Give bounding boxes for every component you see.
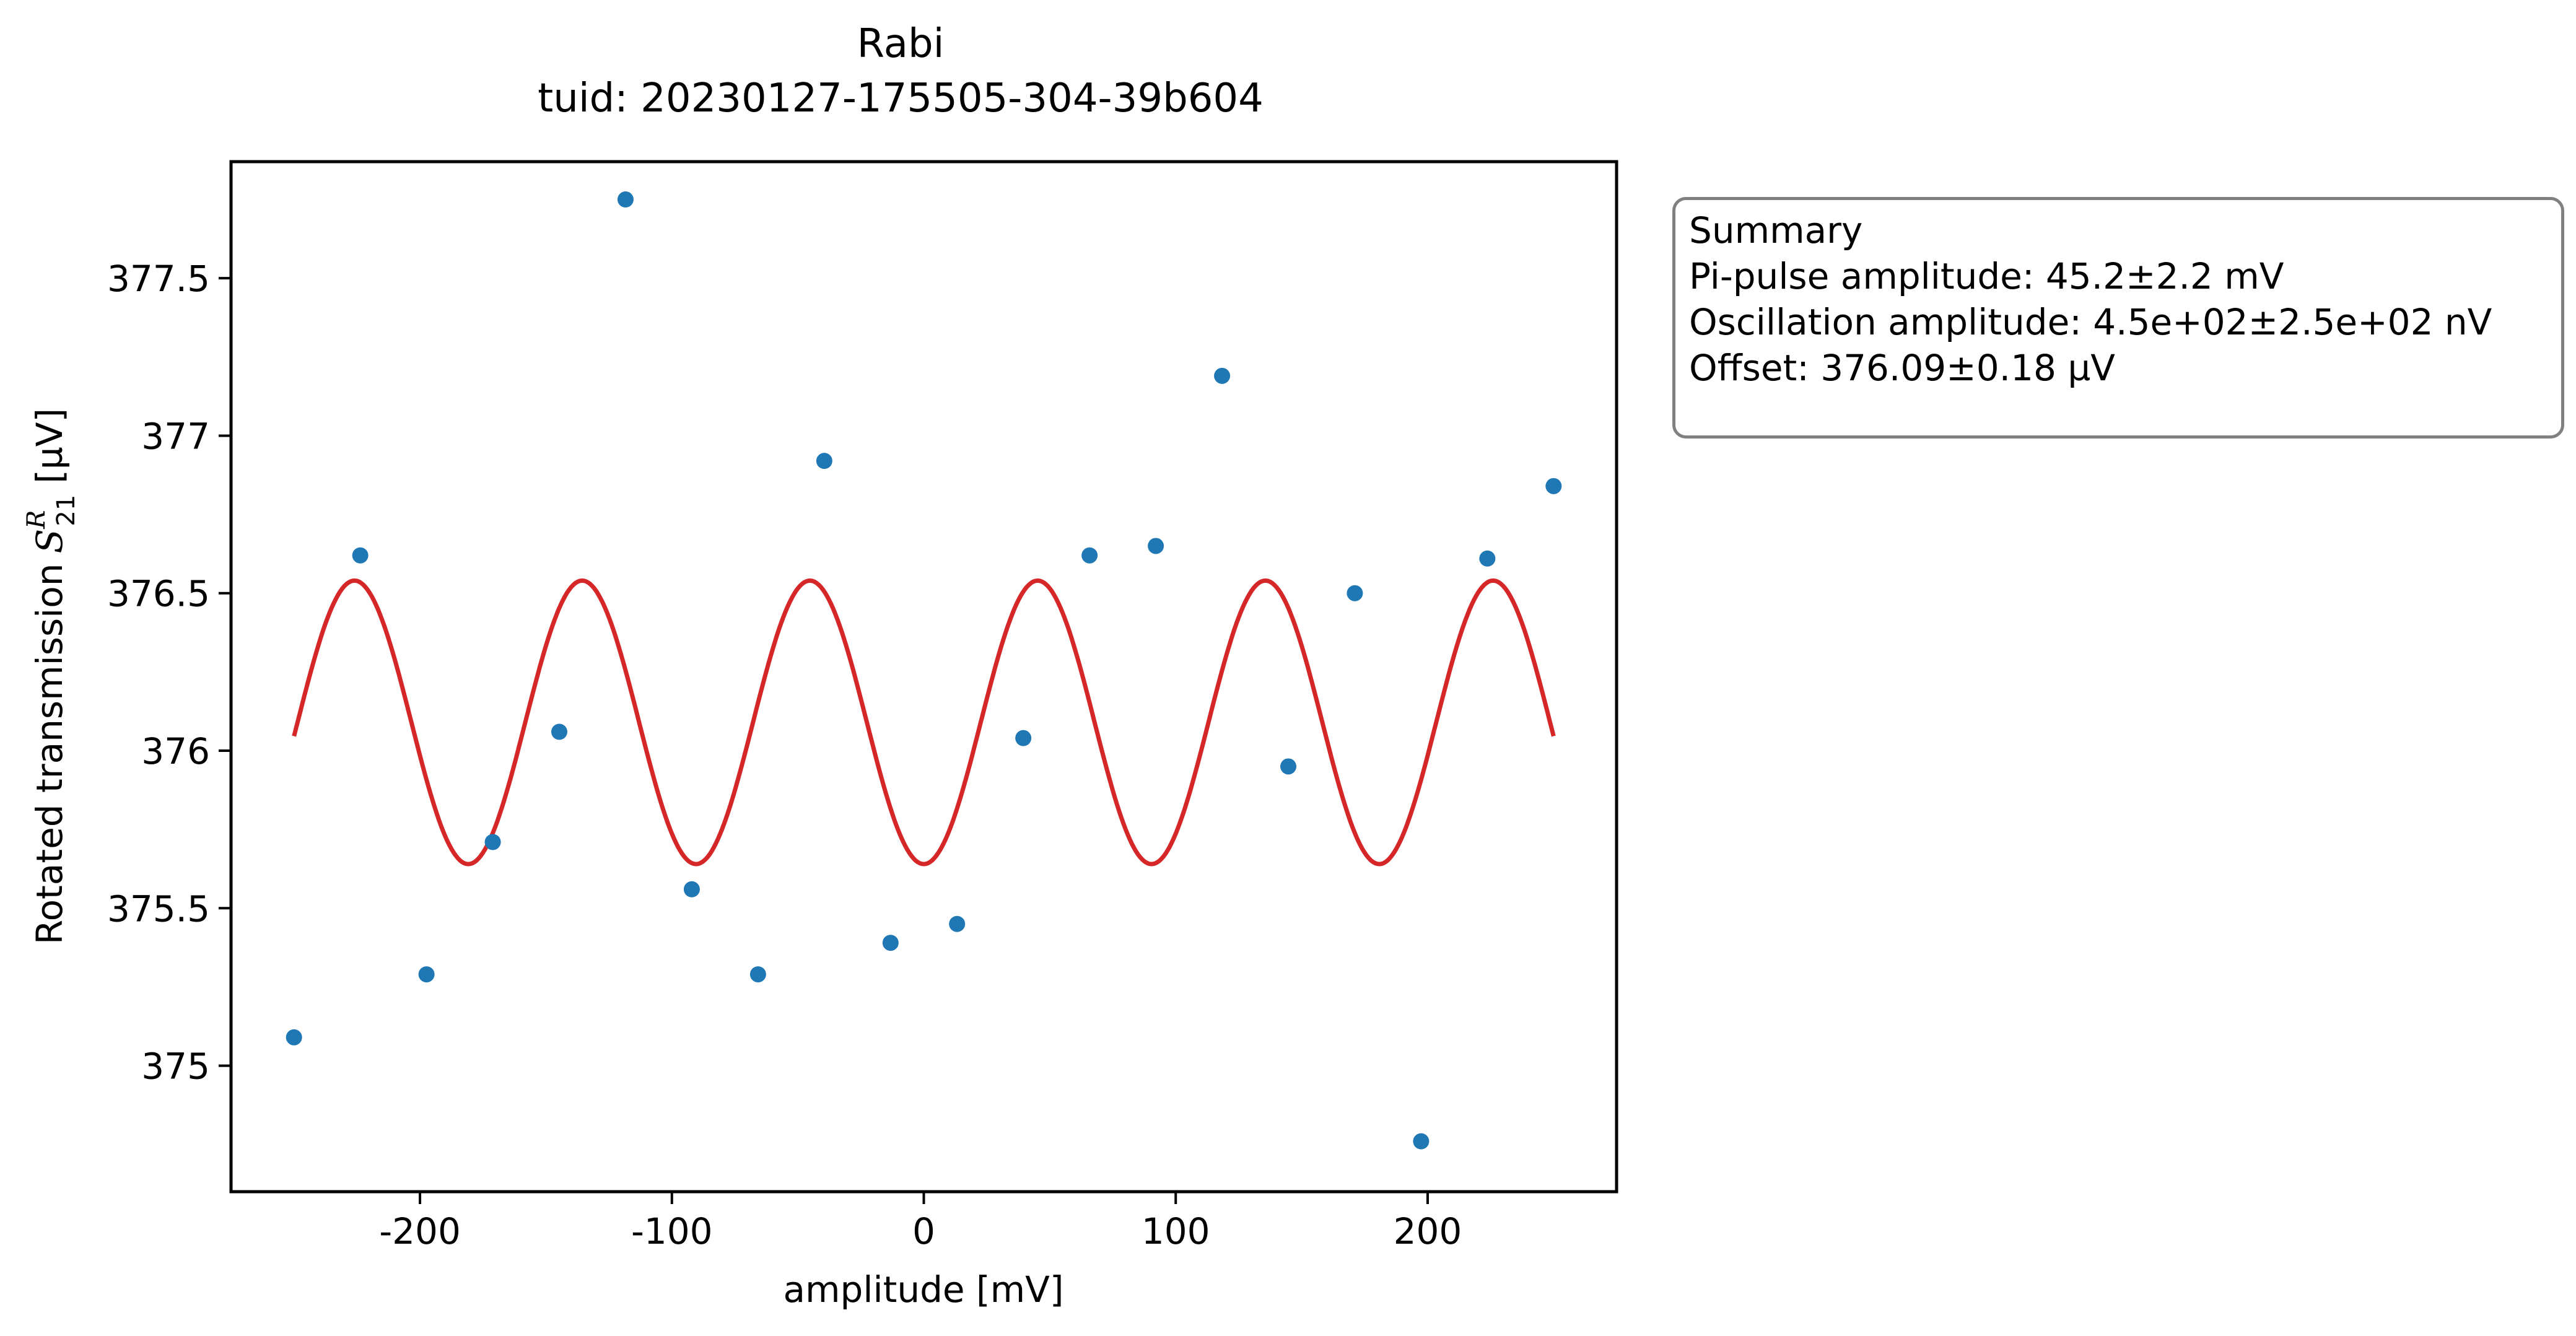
summary-heading: Summary	[1689, 209, 1863, 251]
y-tick-label: 376	[141, 730, 210, 772]
y-axis-label-symbol: S	[28, 529, 71, 554]
axes-frame	[229, 160, 1618, 1194]
data-point	[1214, 367, 1231, 384]
x-tick-label: 100	[1142, 1210, 1210, 1252]
data-point	[1081, 547, 1098, 564]
data-point	[484, 834, 501, 850]
data-point	[882, 935, 899, 951]
data-point	[1148, 538, 1164, 554]
y-axis-label-subscript: 21	[52, 495, 81, 526]
y-tick-label: 377.5	[107, 258, 210, 300]
data-point	[1347, 585, 1363, 601]
data-point	[683, 881, 700, 897]
x-tick-label: 0	[912, 1210, 935, 1252]
y-tick-label: 375.5	[107, 888, 210, 930]
y-tick-label: 377	[141, 415, 210, 457]
x-tick-label: -100	[631, 1210, 713, 1252]
data-point	[617, 191, 634, 208]
chart-subtitle: tuid: 20230127-175505-304-39b604	[538, 76, 1264, 121]
summary-offset: Offset: 376.09±0.18 µV	[1689, 347, 2115, 389]
y-axis-label: Rotated transmission SR21 [µV]	[22, 408, 81, 945]
data-point	[418, 966, 435, 983]
chart-title: Rabi	[857, 21, 945, 67]
data-point	[749, 966, 766, 983]
data-point	[1015, 730, 1032, 746]
y-axis-label-superscript: R	[22, 510, 51, 530]
data-point	[949, 915, 966, 932]
data-point	[286, 1029, 302, 1046]
data-point	[1280, 758, 1297, 775]
data-point	[816, 453, 832, 469]
plot-area	[286, 191, 1562, 1150]
y-axis-label-text: Rotated transmission	[28, 563, 71, 945]
fit-curve	[292, 578, 1556, 867]
axis-ticks: -200 -100 0 100 200 375 375.5 376 376.5 377 377.5	[107, 258, 1462, 1252]
data-point	[551, 723, 567, 740]
data-point	[1479, 550, 1496, 567]
y-axis-label-unit: [µV]	[28, 408, 71, 484]
x-tick-label: 200	[1394, 1210, 1462, 1252]
data-point	[352, 547, 369, 564]
data-point	[1545, 478, 1562, 494]
x-tick-label: -200	[379, 1210, 461, 1252]
summary-box: Summary Pi-pulse amplitude: 45.2±2.2 mV …	[1672, 197, 2564, 439]
data-point	[1413, 1133, 1430, 1150]
y-tick-label: 376.5	[107, 573, 210, 615]
x-axis-label: amplitude [mV]	[784, 1268, 1064, 1311]
y-tick-label: 375	[141, 1046, 210, 1088]
summary-oscillation: Oscillation amplitude: 4.5e+02±2.5e+02 n…	[1689, 301, 2492, 343]
summary-pi-pulse: Pi-pulse amplitude: 45.2±2.2 mV	[1689, 255, 2284, 297]
